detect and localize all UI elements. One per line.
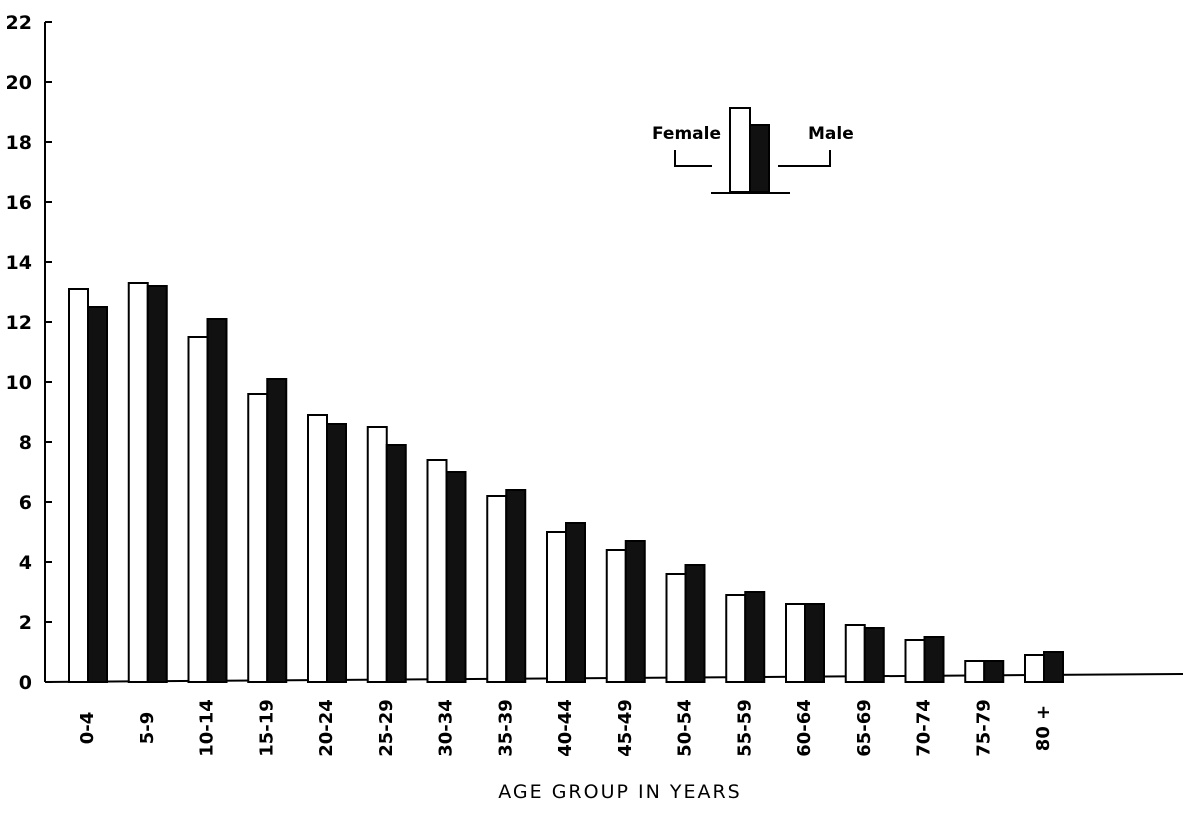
bar-male-55-59 <box>744 591 766 683</box>
legend: Female Male <box>652 107 854 194</box>
x-category-label: 15-19 <box>256 699 277 757</box>
bar-male-25-29 <box>385 444 407 683</box>
y-tick-label: 2 <box>19 612 32 634</box>
bar-female-20-24 <box>307 414 328 683</box>
bar-female-40-44 <box>546 531 567 683</box>
x-category-label: 60-64 <box>794 699 815 757</box>
x-category-label: 75-79 <box>973 699 994 757</box>
bar-female-70-74 <box>904 639 926 683</box>
bar-female-80+ <box>1024 654 1045 683</box>
x-category-label: 5-9 <box>137 712 158 745</box>
x-category-label: 25-29 <box>376 699 397 757</box>
bar-male-60-64 <box>804 603 825 683</box>
bar-female-65-69 <box>844 624 866 683</box>
bar-male-5-9 <box>146 285 168 683</box>
bar-female-45-49 <box>605 549 627 683</box>
bar-female-5-9 <box>127 282 149 683</box>
x-category-label: 80 + <box>1033 705 1054 751</box>
bar-female-15-19 <box>247 393 269 683</box>
legend-female-swatch <box>729 107 751 193</box>
y-tick-label: 8 <box>19 432 32 454</box>
y-tick-label: 0 <box>19 672 32 694</box>
x-category-label: 20-24 <box>316 699 337 757</box>
y-tick-label: 16 <box>6 192 32 214</box>
bar-male-20-24 <box>326 423 347 683</box>
x-category-label: 40-44 <box>555 699 576 757</box>
x-axis-label: AGE GROUP IN YEARS <box>498 781 741 803</box>
bar-male-35-39 <box>505 489 527 683</box>
legend-female-bracket <box>674 150 712 167</box>
bar-male-30-34 <box>445 471 467 683</box>
bar-male-80+ <box>1043 651 1064 683</box>
bar-female-60-64 <box>785 603 806 683</box>
y-axis-ticks: 0 2 4 6 8 10 12 14 16 18 20 22 <box>6 12 52 694</box>
y-tick-label: 22 <box>6 12 32 34</box>
x-category-label: 70-74 <box>914 699 935 757</box>
bar-male-10-14 <box>206 318 228 683</box>
bar-female-75-79 <box>964 660 986 683</box>
legend-female-label: Female <box>652 124 721 144</box>
y-tick-label: 4 <box>19 552 32 574</box>
bars <box>68 282 1064 683</box>
x-category-label: 35-39 <box>495 699 516 757</box>
bar-female-10-14 <box>187 336 209 683</box>
legend-male-label: Male <box>808 124 854 144</box>
x-category-label: 45-49 <box>615 699 636 757</box>
y-tick-label: 12 <box>6 312 32 334</box>
x-axis-category-labels: 0-4 5-9 10-14 15-19 20-24 25-29 30-34 35-39 40-4… <box>77 699 1054 757</box>
bar-female-55-59 <box>725 594 747 683</box>
bar-male-15-19 <box>266 378 288 683</box>
bar-male-65-69 <box>863 627 885 683</box>
bar-female-0-4 <box>68 288 89 683</box>
legend-male-swatch <box>749 124 770 193</box>
y-tick-label: 10 <box>6 372 32 394</box>
bar-female-50-54 <box>665 573 687 683</box>
y-tick-label: 14 <box>6 252 32 274</box>
bar-male-45-49 <box>624 540 646 683</box>
y-tick-label: 6 <box>19 492 32 514</box>
bar-male-50-54 <box>684 564 706 683</box>
x-category-label: 50-54 <box>675 699 696 757</box>
x-category-label: 30-34 <box>436 699 457 757</box>
bar-male-40-44 <box>565 522 586 683</box>
bar-female-25-29 <box>366 426 388 683</box>
y-tick-label: 18 <box>6 132 32 154</box>
bar-male-0-4 <box>87 306 108 683</box>
bar-male-70-74 <box>923 636 945 683</box>
x-category-label: 55-59 <box>734 699 755 757</box>
legend-male-bracket <box>778 150 831 167</box>
x-category-label: 10-14 <box>197 699 218 757</box>
bar-female-30-34 <box>426 459 448 683</box>
bar-female-35-39 <box>486 495 508 683</box>
x-category-label: 65-69 <box>854 699 875 757</box>
bar-male-75-79 <box>983 660 1005 683</box>
x-category-label: 0-4 <box>77 712 98 745</box>
y-tick-label: 20 <box>6 72 32 94</box>
